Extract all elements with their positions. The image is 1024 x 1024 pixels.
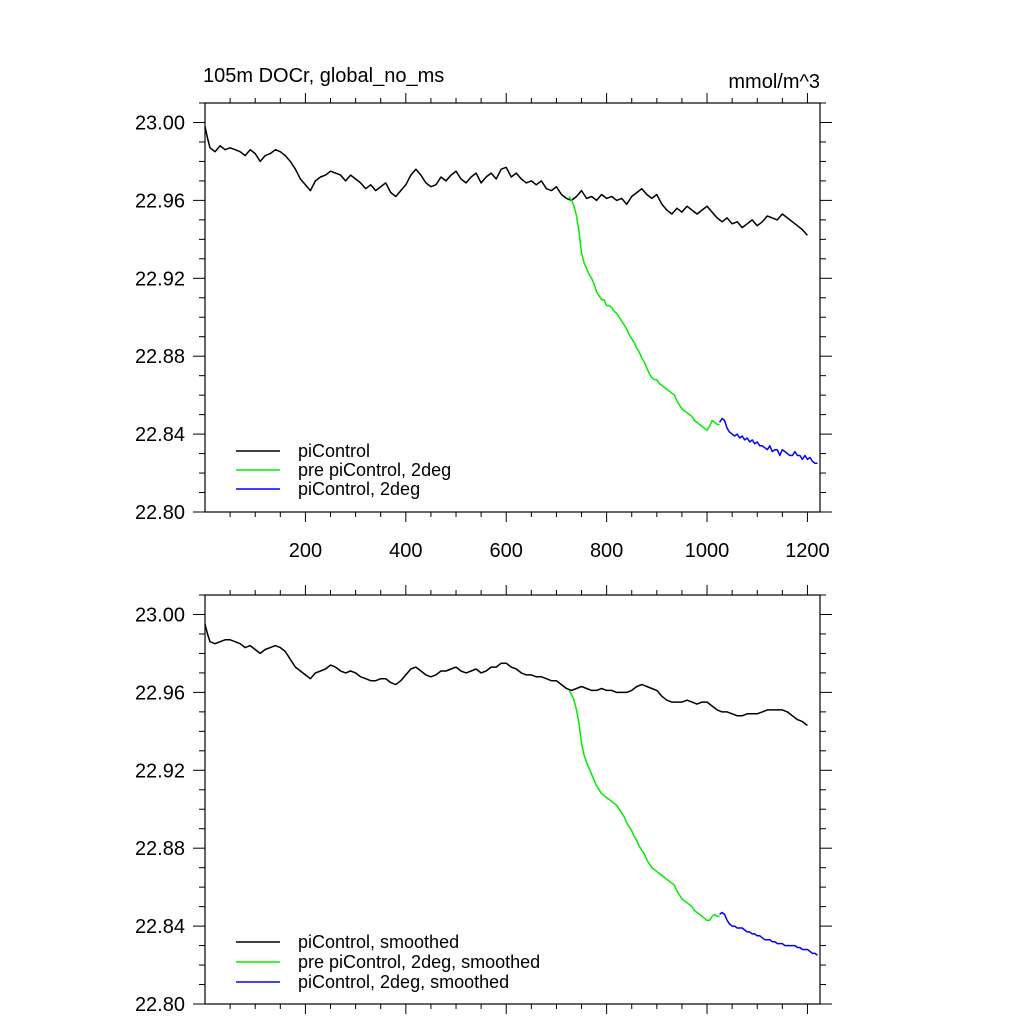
top-legend: piControl pre piControl, 2deg piControl,… [236,441,451,499]
top-y-tick-label: 22.96 [135,190,185,212]
legend-label: piControl, smoothed [298,932,459,952]
legend-label: piControl, 2deg [298,479,420,499]
top-y-tick-label: 22.92 [135,268,185,290]
bottom-series-line-1 [204,624,808,727]
legend-label: pre piControl, 2deg, smoothed [298,952,540,972]
bottom-y-tick-label: 22.96 [135,682,185,704]
top-y-tick-label: 22.80 [135,502,185,524]
top-x-tick-label: 1200 [785,540,830,562]
bottom-panel-series [204,624,818,956]
bottom-y-tick-label: 22.88 [135,838,185,860]
bottom-panel: 22.80 22.84 22.88 22.92 22.96 23.00 piCo… [135,585,832,1016]
bottom-y-tick-label: 22.80 [135,994,185,1016]
top-x-tick-label: 200 [289,540,322,562]
top-x-tick-label: 400 [389,540,422,562]
top-y-tick-label: 23.00 [135,112,185,134]
top-panel-y-tick-labels: 22.80 22.84 22.88 22.92 22.96 23.00 [135,112,185,524]
top-x-tick-label: 800 [590,540,623,562]
top-panel-x-tick-labels: 200 400 600 800 1000 1200 [289,540,830,562]
legend-label: pre piControl, 2deg [298,460,451,480]
top-panel-frame [204,102,821,513]
bottom-panel-y-tick-labels: 22.80 22.84 22.88 22.92 22.96 23.00 [135,604,185,1016]
bottom-y-tick-label: 22.84 [135,916,185,938]
top-series-line-3 [718,417,818,465]
bottom-panel-frame [204,594,821,1005]
bottom-series-line-2 [568,689,720,922]
units-label: mmol/m^3 [728,71,820,93]
top-panel-ticks [193,93,832,522]
bottom-panel-ticks [193,585,832,1014]
bottom-y-tick-label: 23.00 [135,604,185,626]
bottom-series-line-3 [719,911,818,956]
figure-title: 105m DOCr, global_no_ms [203,65,444,87]
bottom-y-tick-label: 22.92 [135,760,185,782]
top-x-tick-label: 1000 [685,540,730,562]
top-series-line-2 [568,196,720,431]
top-x-tick-label: 600 [490,540,523,562]
legend-label: piControl [298,441,370,461]
top-series-line-1 [204,126,808,236]
top-y-tick-label: 22.84 [135,424,185,446]
top-y-tick-label: 22.88 [135,346,185,368]
top-panel: 22.80 22.84 22.88 22.92 22.96 23.00 200 … [135,93,832,562]
legend-label: piControl, 2deg, smoothed [298,972,509,992]
bottom-legend: piControl, smoothed pre piControl, 2deg,… [236,932,540,992]
top-panel-series [204,126,818,465]
